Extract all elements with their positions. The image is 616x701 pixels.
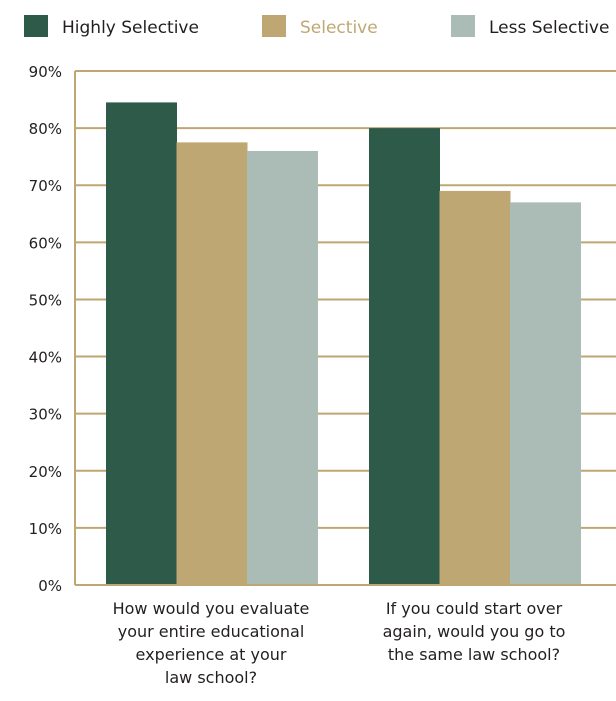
axes [74, 71, 616, 586]
y-tick-label: 80% [29, 120, 62, 138]
y-tick-label: 90% [29, 63, 62, 81]
y-tick-label: 20% [29, 463, 62, 481]
bar-1-3 [247, 150, 318, 585]
legend-label-2: Selective [300, 18, 378, 38]
x-category-label-line: law school? [165, 668, 257, 687]
y-tick-label: 70% [29, 177, 62, 195]
legend-label-1: Highly Selective [62, 18, 199, 38]
bars [106, 102, 581, 586]
y-tick-label: 40% [29, 349, 62, 367]
x-axis-category-labels: How would you evaluate your entire educat… [113, 599, 566, 687]
x-category-label-line: How would you evaluate [113, 599, 310, 618]
y-tick-label: 10% [29, 520, 62, 538]
x-category-label-line: experience at your [136, 645, 287, 664]
legend-label-3: Less Selective [489, 18, 609, 38]
bar-2-3 [510, 202, 581, 585]
legend: Highly Selective Selective Less Selective [24, 15, 609, 38]
x-category-label-line: If you could start over [386, 599, 563, 618]
x-category-label-2: If you could start over again, would you … [383, 599, 566, 664]
bar-2-1 [369, 128, 440, 585]
x-category-label-line: your entire educational [118, 622, 305, 641]
legend-swatch-1 [24, 15, 48, 37]
x-category-label-1: How would you evaluate your entire educat… [113, 599, 310, 687]
y-tick-label: 60% [29, 234, 62, 252]
bar-1-1 [106, 102, 177, 586]
y-tick-label: 0% [38, 577, 62, 595]
y-tick-label: 30% [29, 406, 62, 424]
bar-1-2 [176, 142, 248, 585]
y-tick-label: 50% [29, 291, 62, 309]
legend-swatch-2 [262, 15, 286, 37]
x-category-label-line: again, would you go to [383, 622, 566, 641]
x-category-label-line: the same law school? [388, 645, 560, 664]
bar-2-2 [439, 190, 511, 585]
y-axis-tick-labels: 0% 10% 20% 30% 40% 50% 60% 70% 80% 90% [29, 63, 62, 595]
legend-swatch-3 [451, 15, 475, 37]
